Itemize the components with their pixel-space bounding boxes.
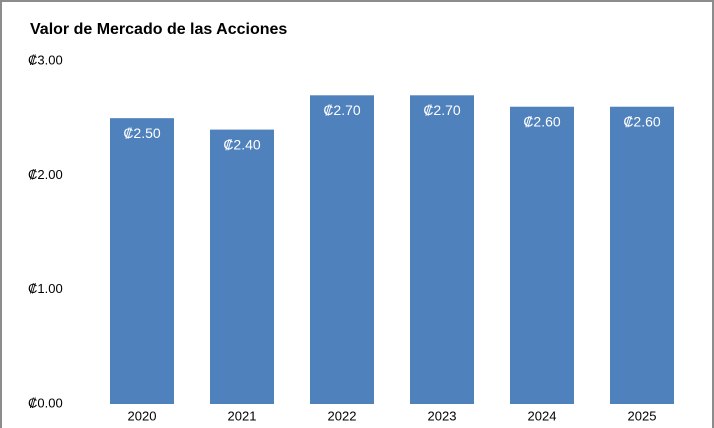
chart-title: Valor de Mercado de las Acciones — [30, 21, 287, 38]
value-label: ₡2.40 — [223, 136, 261, 152]
x-tick-label: 2020 — [128, 408, 157, 423]
x-tick-label: 2023 — [428, 408, 457, 423]
x-tick-label: 2025 — [628, 408, 657, 423]
value-label: ₡2.60 — [623, 113, 661, 129]
value-label: ₡2.70 — [323, 102, 361, 118]
value-label: ₡2.70 — [423, 102, 461, 118]
bar — [610, 106, 674, 404]
bar — [510, 106, 574, 404]
y-tick-label: ₡2.00 — [28, 167, 63, 182]
x-tick-label: 2024 — [528, 408, 557, 423]
value-label: ₡2.60 — [523, 113, 561, 129]
bar — [210, 129, 274, 404]
x-tick-label: 2022 — [328, 408, 357, 423]
value-label: ₡2.50 — [123, 125, 161, 141]
y-tick-label: ₡0.00 — [28, 395, 63, 410]
y-tick-label: ₡3.00 — [28, 52, 63, 67]
x-tick-label: 2021 — [228, 408, 257, 423]
bar — [310, 95, 374, 405]
y-tick-label: ₡1.00 — [28, 281, 63, 296]
bar — [410, 95, 474, 405]
bar — [110, 118, 174, 405]
